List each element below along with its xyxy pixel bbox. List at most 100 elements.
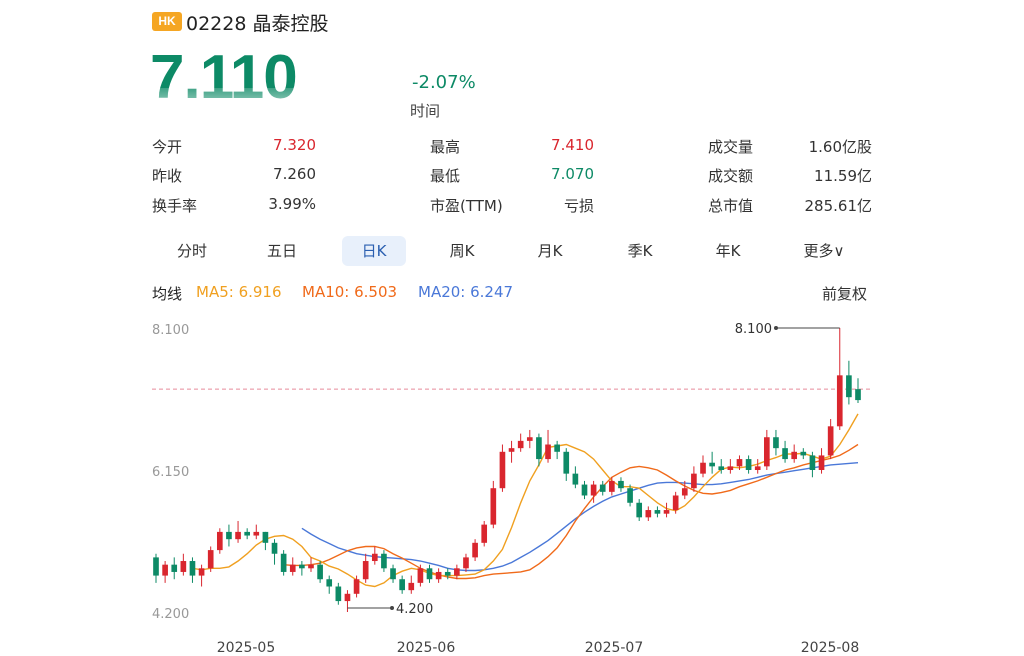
- candle-body: [189, 561, 196, 576]
- ma-label: 均线: [152, 285, 183, 303]
- candle-body: [836, 375, 843, 427]
- stat-value: 1.60亿股: [808, 138, 872, 156]
- tab-7[interactable]: 更多∨: [803, 242, 845, 260]
- y-tick-label: 6.150: [152, 465, 189, 480]
- candle-body: [262, 531, 269, 543]
- candle-body: [590, 484, 597, 496]
- tab-5[interactable]: 季K: [627, 242, 653, 260]
- ma10-line: [283, 443, 859, 580]
- candle-body: [280, 553, 287, 572]
- candle-body: [545, 444, 551, 460]
- candle-body: [171, 564, 178, 572]
- candle-body: [800, 451, 807, 456]
- candle-body: [198, 568, 205, 576]
- y-tick-label: 4.200: [152, 607, 189, 622]
- stat-value: 7.320: [273, 136, 316, 154]
- candle-body: [408, 582, 415, 591]
- candle-body: [390, 568, 396, 580]
- stat-label: 昨收: [152, 167, 183, 185]
- candle-body: [581, 484, 588, 496]
- candle-body: [681, 488, 688, 496]
- candle-body: [554, 444, 560, 452]
- price-fade-overlay: [140, 88, 410, 124]
- candle-body: [773, 437, 779, 449]
- candle-body: [226, 531, 232, 540]
- candle-body: [627, 488, 633, 503]
- ma20-value: MA20: 6.247: [418, 283, 514, 301]
- high-marker-dot: [774, 326, 778, 330]
- market-badge: HK: [152, 12, 182, 31]
- candle-body: [153, 557, 159, 576]
- candle-body: [435, 571, 442, 580]
- candle-body: [326, 579, 333, 587]
- candle-body: [162, 564, 168, 576]
- candle-body: [526, 437, 533, 441]
- candle-body: [335, 586, 342, 602]
- candle-body: [599, 484, 606, 492]
- tab-2[interactable]: 日K: [342, 236, 406, 266]
- low-marker-dot: [390, 606, 394, 610]
- candle-body: [563, 451, 570, 474]
- candle-body: [745, 459, 752, 470]
- candle-body: [381, 553, 387, 569]
- candle-body: [472, 542, 478, 558]
- candle-body: [454, 568, 460, 576]
- adjust-toggle[interactable]: 前复权: [822, 285, 868, 303]
- x-tick-label: 2025-08: [801, 640, 860, 656]
- candle-body: [508, 448, 515, 452]
- candle-body: [444, 571, 451, 576]
- candle-body: [709, 462, 715, 467]
- candle-body: [609, 480, 615, 492]
- candle-body: [289, 564, 296, 572]
- candle-body: [490, 488, 497, 525]
- candle-body: [216, 531, 223, 551]
- candle-body: [572, 473, 579, 485]
- tab-0[interactable]: 分时: [176, 242, 207, 260]
- candle-body: [618, 480, 624, 489]
- candle-body: [299, 564, 305, 569]
- candlestick-chart[interactable]: 8.100 6.150 4.200 2025-05 2025-06 2025-07 2025…: [0, 300, 1024, 656]
- candle-body: [809, 455, 816, 470]
- candle-body: [426, 568, 433, 580]
- candle-body: [235, 531, 241, 540]
- candle-body: [818, 455, 825, 470]
- stat-label: 成交额: [708, 167, 754, 185]
- candle-body: [691, 473, 697, 489]
- candle-body: [207, 550, 214, 569]
- change-percent: -2.07%: [412, 72, 476, 93]
- x-tick-label: 2025-05: [217, 640, 276, 656]
- candle-body: [308, 564, 314, 569]
- candle-body: [754, 466, 761, 470]
- x-tick-label: 2025-06: [397, 640, 456, 656]
- tab-1[interactable]: 五日: [266, 242, 297, 260]
- candle-body: [499, 451, 506, 489]
- stat-label: 换手率: [152, 197, 198, 215]
- candle-body: [782, 448, 788, 460]
- tab-4[interactable]: 月K: [537, 242, 563, 260]
- candle-body: [736, 459, 743, 467]
- candle-body: [371, 553, 378, 562]
- ma10-value: MA10: 6.503: [302, 283, 398, 301]
- stat-value: 7.070: [551, 165, 594, 183]
- candle-body: [353, 579, 360, 594]
- y-tick-label: 8.100: [152, 323, 189, 338]
- candle-body: [636, 502, 643, 518]
- candle-body: [672, 495, 679, 511]
- candle-body: [654, 510, 661, 514]
- candle-body: [791, 451, 798, 460]
- candle-body: [827, 426, 834, 456]
- tab-6[interactable]: 年K: [715, 242, 741, 260]
- stat-value: 7.260: [273, 165, 316, 183]
- candle-body: [645, 510, 652, 518]
- candle-body: [536, 437, 542, 460]
- candle-body: [481, 524, 488, 543]
- tab-3[interactable]: 周K: [449, 242, 475, 260]
- candle-body: [663, 510, 670, 514]
- candle-body: [180, 561, 187, 572]
- candle-body: [362, 561, 369, 580]
- stat-value: 285.61亿: [804, 197, 873, 215]
- candle-body: [271, 542, 278, 554]
- stat-value: 11.59亿: [814, 167, 872, 185]
- stat-label: 最低: [430, 167, 461, 185]
- stat-label: 最高: [430, 138, 461, 156]
